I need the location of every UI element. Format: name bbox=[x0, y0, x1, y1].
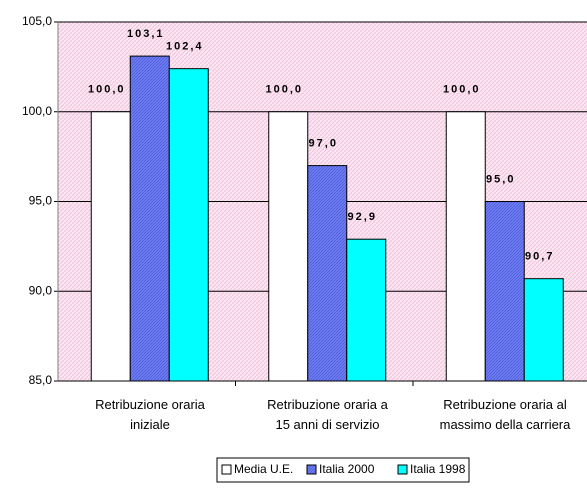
value-label: 95,0 bbox=[486, 173, 515, 185]
legend-swatch bbox=[306, 464, 317, 475]
bar bbox=[129, 55, 170, 382]
bar bbox=[523, 278, 564, 382]
legend-swatch bbox=[397, 464, 408, 475]
x-tick-label: Retribuzione oraria al massimo della car… bbox=[439, 397, 571, 432]
y-tick-label: 105,0 bbox=[22, 14, 52, 28]
value-label: 92,9 bbox=[348, 211, 377, 223]
bar bbox=[346, 238, 387, 382]
y-tick-label: 85,0 bbox=[29, 373, 53, 387]
bar bbox=[168, 68, 209, 382]
bar bbox=[445, 111, 486, 382]
y-tick-label: 95,0 bbox=[29, 194, 53, 208]
y-tick-label: 100,0 bbox=[22, 104, 52, 118]
bar bbox=[268, 111, 309, 382]
legend-label: Italia 1998 bbox=[410, 462, 466, 476]
value-label: 97,0 bbox=[309, 138, 338, 150]
value-label: 100,0 bbox=[265, 84, 303, 96]
x-tick-label: Retribuzione oraria iniziale bbox=[95, 397, 205, 432]
y-tick-label: 90,0 bbox=[29, 283, 53, 297]
bar bbox=[307, 165, 348, 382]
bar bbox=[484, 201, 525, 382]
legend-swatch bbox=[221, 464, 232, 475]
value-label: 103,1 bbox=[127, 28, 165, 40]
bar bbox=[90, 111, 131, 382]
value-label: 102,4 bbox=[166, 41, 204, 53]
value-label: 90,7 bbox=[525, 251, 554, 263]
value-label: 100,0 bbox=[88, 84, 126, 96]
legend-label: Media U.E. bbox=[234, 462, 293, 476]
x-tick-label: Retribuzione oraria a 15 anni di servizi… bbox=[267, 397, 388, 432]
legend-box bbox=[216, 457, 470, 483]
legend-label: Italia 2000 bbox=[319, 462, 375, 476]
value-label: 100,0 bbox=[443, 84, 481, 96]
